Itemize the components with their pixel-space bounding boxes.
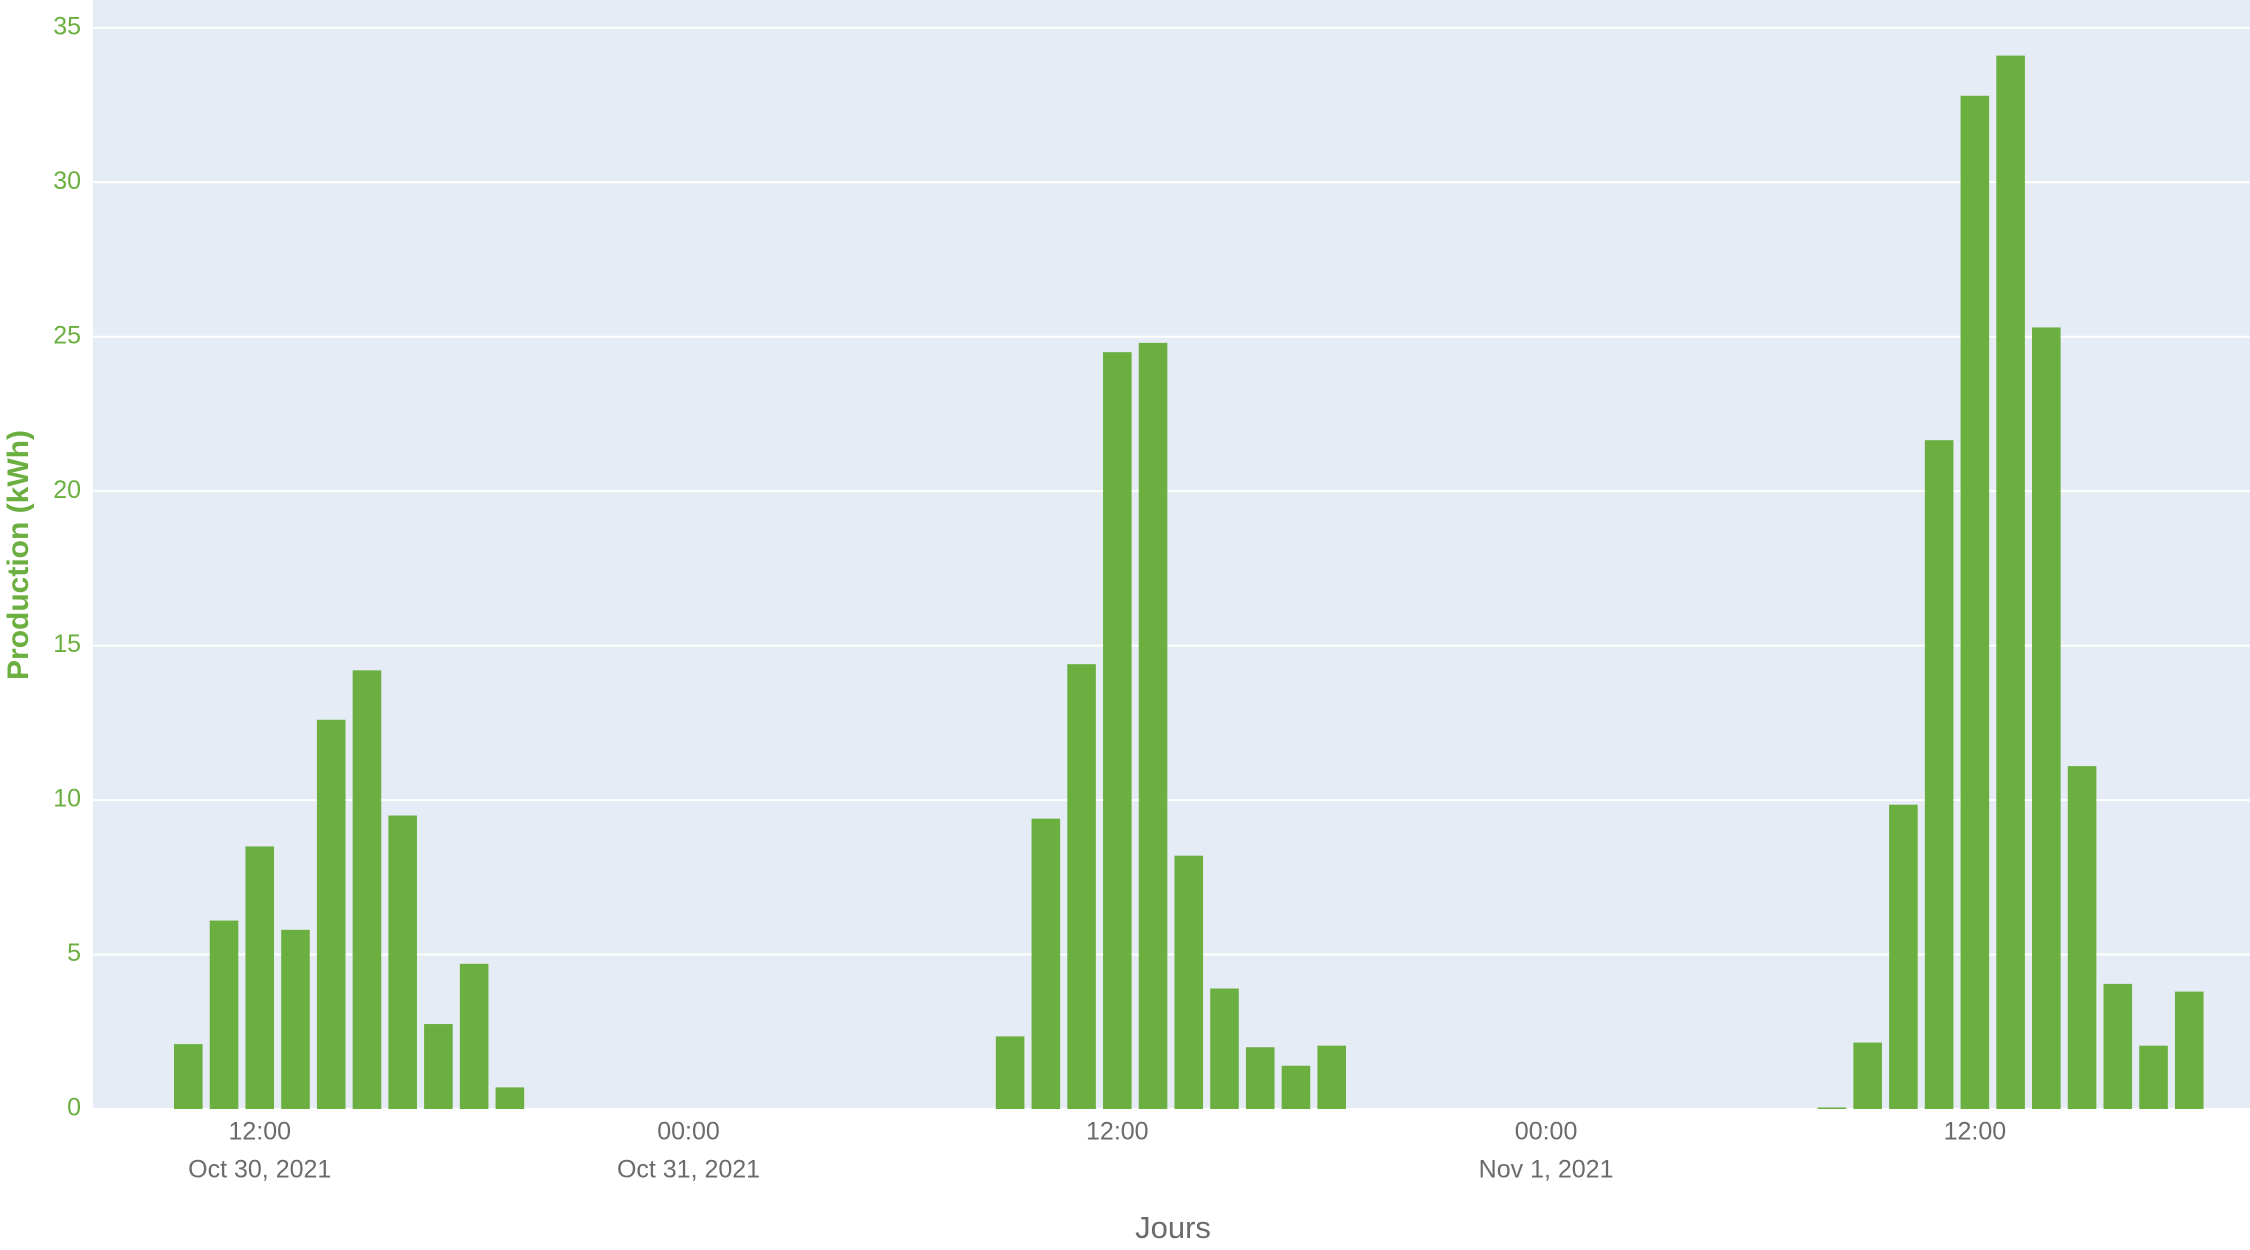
- y-axis-title: Production (kWh): [2, 430, 35, 680]
- bar: [1889, 804, 1918, 1109]
- bar: [2067, 766, 2097, 1109]
- bar: [2032, 327, 2061, 1109]
- bar: [1960, 95, 1990, 1109]
- bar: [2174, 991, 2204, 1109]
- bar: [281, 929, 310, 1109]
- y-tick-label: 30: [53, 167, 81, 195]
- bar: [1996, 55, 2025, 1109]
- bar: [1245, 1047, 1275, 1109]
- bar: [1067, 664, 1096, 1109]
- bar: [316, 719, 346, 1109]
- y-tick-label: 0: [67, 1094, 81, 1122]
- bar: [1924, 440, 1954, 1110]
- bar: [995, 1036, 1025, 1109]
- bar: [1281, 1065, 1311, 1109]
- x-axis-title: Jours: [1135, 1210, 1211, 1245]
- y-tick-label: 20: [53, 476, 81, 504]
- bar: [1103, 352, 1132, 1109]
- y-tick-label: 25: [53, 321, 81, 349]
- y-tick-label: 15: [53, 630, 81, 658]
- x-tick-label: 00:00: [657, 1118, 720, 1146]
- bar: [1174, 855, 1204, 1109]
- bar: [424, 1024, 453, 1109]
- x-tick-sublabel: Nov 1, 2021: [1479, 1156, 1614, 1184]
- y-tick-label: 10: [53, 785, 81, 813]
- x-tick-label: 00:00: [1515, 1118, 1578, 1146]
- bar: [2103, 983, 2133, 1109]
- bar: [209, 920, 239, 1109]
- x-tick-label: 12:00: [228, 1118, 291, 1146]
- y-tick-label: 5: [67, 939, 81, 967]
- bar: [1817, 1107, 1847, 1109]
- bar: [173, 1044, 203, 1109]
- y-tick-label: 35: [53, 12, 81, 40]
- x-tick-sublabel: Oct 31, 2021: [617, 1156, 760, 1184]
- bar: [1138, 342, 1168, 1109]
- bar: [388, 815, 417, 1109]
- x-tick-label: 12:00: [1086, 1118, 1149, 1146]
- x-tick-label: 12:00: [1944, 1118, 2007, 1146]
- bar: [459, 963, 489, 1109]
- bar: [495, 1087, 525, 1109]
- bar: [352, 670, 382, 1109]
- bar: [2139, 1045, 2168, 1109]
- bar: [245, 846, 275, 1109]
- x-tick-sublabel: Oct 30, 2021: [188, 1156, 331, 1184]
- bar: [1853, 1042, 1882, 1109]
- bar: [1031, 818, 1061, 1109]
- bar: [1317, 1045, 1346, 1109]
- bar: [1210, 988, 1239, 1109]
